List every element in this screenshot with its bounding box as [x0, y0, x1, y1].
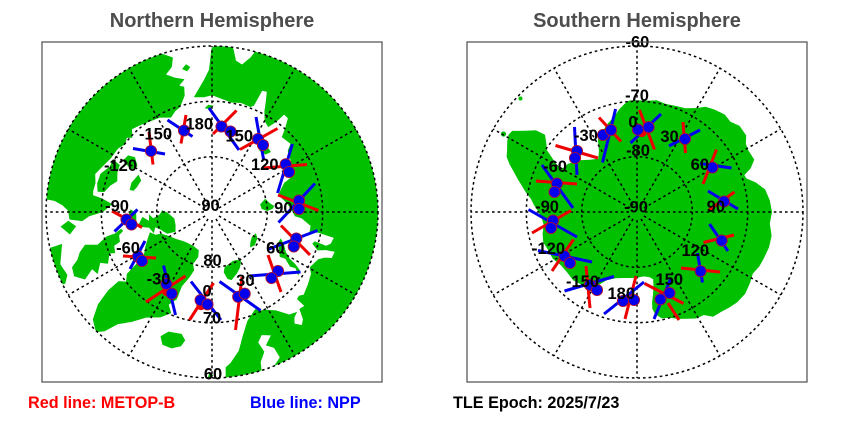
svg-text:60: 60 [266, 239, 284, 257]
svg-text:-80: -80 [626, 142, 650, 160]
svg-text:90: 90 [274, 199, 292, 217]
svg-text:-60: -60 [543, 158, 567, 176]
svg-text:60: 60 [691, 156, 709, 174]
svg-text:70: 70 [203, 309, 221, 327]
svg-text:-150: -150 [139, 125, 172, 143]
svg-text:30: 30 [236, 272, 254, 290]
svg-text:-90: -90 [624, 198, 648, 216]
svg-text:60: 60 [204, 366, 222, 384]
svg-text:90: 90 [707, 198, 725, 216]
svg-text:-70: -70 [625, 87, 649, 105]
svg-text:180: 180 [607, 285, 635, 303]
svg-text:TLE Epoch: 2025/7/23: TLE Epoch: 2025/7/23 [453, 394, 619, 412]
svg-text:0: 0 [203, 282, 212, 300]
svg-text:30: 30 [660, 128, 678, 146]
svg-text:-90: -90 [105, 197, 129, 215]
svg-text:120: 120 [251, 156, 279, 174]
svg-text:90: 90 [201, 197, 219, 215]
svg-text:-120: -120 [104, 157, 137, 175]
svg-text:-30: -30 [574, 127, 598, 145]
svg-text:150: 150 [225, 127, 253, 145]
svg-text:0: 0 [628, 113, 637, 131]
svg-text:-150: -150 [566, 273, 599, 291]
svg-text:-90: -90 [535, 198, 559, 216]
svg-text:-30: -30 [147, 271, 171, 289]
svg-text:80: 80 [203, 252, 221, 270]
svg-text:180: 180 [185, 115, 213, 133]
svg-text:-60: -60 [116, 239, 140, 257]
svg-text:Northern Hemisphere: Northern Hemisphere [110, 10, 315, 32]
svg-text:120: 120 [681, 242, 709, 260]
svg-text:Red line: METOP-B: Red line: METOP-B [28, 394, 175, 412]
svg-text:Southern Hemisphere: Southern Hemisphere [533, 10, 741, 32]
svg-text:150: 150 [655, 271, 683, 289]
svg-text:-120: -120 [532, 240, 565, 258]
svg-text:Blue line: NPP: Blue line: NPP [250, 394, 361, 412]
